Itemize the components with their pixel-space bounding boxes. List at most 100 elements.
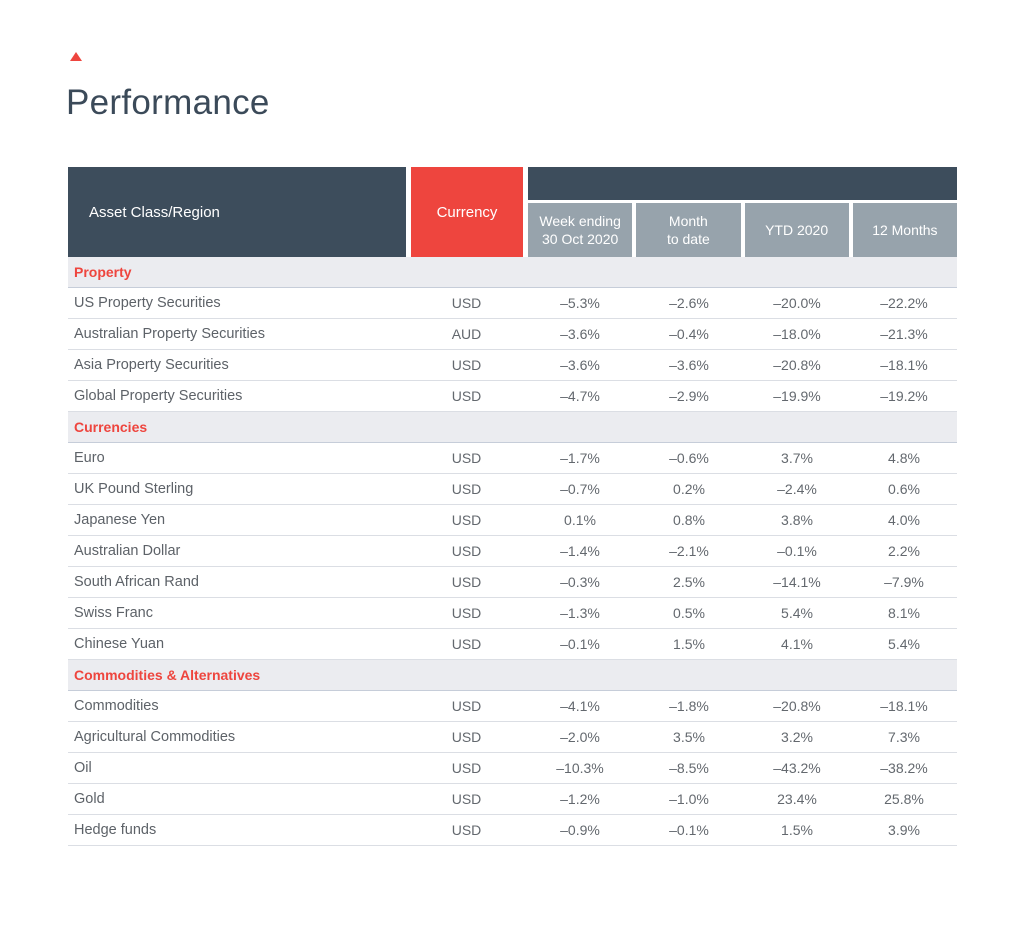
currency-cell: USD [451, 636, 482, 652]
value-cell: –2.0% [560, 729, 600, 745]
value-cell: –0.6% [669, 450, 709, 466]
value-cell: –38.2% [880, 760, 928, 776]
value-cell: –0.9% [560, 822, 600, 838]
value-cell: –0.1% [777, 543, 817, 559]
value-cell: 0.5% [673, 605, 705, 621]
currency-cell: USD [451, 698, 482, 714]
header-asset-class: Asset Class/Region [68, 167, 406, 257]
performance-table: Asset Class/Region Currency Week ending … [68, 167, 957, 846]
currency-cell: USD [451, 605, 482, 621]
value-cell: –18.1% [880, 698, 928, 714]
value-cell: 4.0% [888, 512, 920, 528]
header-12-months: 12 Months [852, 203, 957, 257]
value-cell: –3.6% [560, 326, 600, 342]
value-cell: –2.1% [669, 543, 709, 559]
value-cell: –43.2% [773, 760, 821, 776]
section-header: Commodities & Alternatives [68, 660, 957, 691]
currency-cell: USD [451, 481, 482, 497]
header-currency: Currency [411, 167, 523, 257]
currency-cell: USD [451, 822, 482, 838]
value-cell: 3.2% [781, 729, 813, 745]
value-cell: 23.4% [777, 791, 817, 807]
asset-name-cell: Euro [74, 450, 105, 466]
currency-cell: USD [451, 388, 482, 404]
value-cell: 3.5% [673, 729, 705, 745]
currency-cell: USD [451, 760, 482, 776]
value-cell: –14.1% [773, 574, 821, 590]
value-cell: 8.1% [888, 605, 920, 621]
asset-name-cell: Commodities [74, 698, 159, 714]
table-row: Oil USD –10.3% –8.5% –43.2% –38.2% [68, 753, 957, 784]
currency-cell: USD [451, 791, 482, 807]
value-cell: 25.8% [884, 791, 924, 807]
value-cell: 3.9% [888, 822, 920, 838]
value-cell: –21.3% [880, 326, 928, 342]
currency-cell: USD [451, 729, 482, 745]
value-cell: 7.3% [888, 729, 920, 745]
section-header: Property [68, 257, 957, 288]
asset-name-cell: Australian Dollar [74, 543, 181, 559]
value-cell: 4.8% [888, 450, 920, 466]
value-cell: –19.9% [773, 388, 821, 404]
table-row: Hedge funds USD –0.9% –0.1% 1.5% 3.9% [68, 815, 957, 846]
value-cell: –2.6% [669, 295, 709, 311]
value-cell: –1.2% [560, 791, 600, 807]
asset-name-cell: South African Rand [74, 574, 199, 590]
value-cell: –8.5% [669, 760, 709, 776]
table-row: Gold USD –1.2% –1.0% 23.4% 25.8% [68, 784, 957, 815]
value-cell: 2.5% [673, 574, 705, 590]
table-row: Agricultural Commodities USD –2.0% 3.5% 3.2%… [68, 722, 957, 753]
value-cell: 2.2% [888, 543, 920, 559]
value-cell: –0.4% [669, 326, 709, 342]
currency-cell: USD [451, 295, 482, 311]
table-row: South African Rand USD –0.3% 2.5% –14.1% –7.9… [68, 567, 957, 598]
asset-name-cell: Swiss Franc [74, 605, 153, 621]
value-cell: –7.9% [884, 574, 924, 590]
table-row: UK Pound Sterling USD –0.7% 0.2% –2.4% 0.6% [68, 474, 957, 505]
table-row: US Property Securities USD –5.3% –2.6% –20.0… [68, 288, 957, 319]
asset-name-cell: UK Pound Sterling [74, 481, 194, 497]
asset-name-cell: Hedge funds [74, 822, 157, 838]
value-cell: –0.3% [560, 574, 600, 590]
header-month-to-date: Month to date [636, 203, 741, 257]
value-cell: 0.2% [673, 481, 705, 497]
value-cell: –1.8% [669, 698, 709, 714]
asset-name-cell: Chinese Yuan [74, 636, 165, 652]
value-cell: –3.6% [560, 357, 600, 373]
header-week-ending: Week ending 30 Oct 2020 [528, 203, 633, 257]
value-cell: 5.4% [888, 636, 920, 652]
currency-cell: USD [451, 450, 482, 466]
value-cell: –18.0% [773, 326, 821, 342]
value-cell: –0.1% [669, 822, 709, 838]
table-row: Australian Property Securities AUD –3.6% –0… [68, 319, 957, 350]
table-row: Swiss Franc USD –1.3% 0.5% 5.4% 8.1% [68, 598, 957, 629]
currency-cell: USD [451, 512, 482, 528]
table-header-row: Asset Class/Region Currency Week ending … [68, 167, 957, 257]
value-cell: 5.4% [781, 605, 813, 621]
value-cell: –22.2% [880, 295, 928, 311]
triangle-up-icon [70, 52, 82, 61]
asset-name-cell: Global Property Securities [74, 388, 243, 404]
table-row: Commodities USD –4.1% –1.8% –20.8% –18.1% [68, 691, 957, 722]
value-cell: 1.5% [781, 822, 813, 838]
value-cell: –1.4% [560, 543, 600, 559]
table-row: Asia Property Securities USD –3.6% –3.6% –20… [68, 350, 957, 381]
table-row: Japanese Yen USD 0.1% 0.8% 3.8% 4.0% [68, 505, 957, 536]
value-cell: 3.8% [781, 512, 813, 528]
value-cell: –4.7% [560, 388, 600, 404]
currency-cell: USD [451, 357, 482, 373]
currency-cell: AUD [451, 326, 482, 342]
value-cell: 0.8% [673, 512, 705, 528]
value-cell: 0.6% [888, 481, 920, 497]
table-row: Chinese Yuan USD –0.1% 1.5% 4.1% 5.4% [68, 629, 957, 660]
value-cell: –19.2% [880, 388, 928, 404]
value-cell: 0.1% [564, 512, 596, 528]
asset-name-cell: Australian Property Securities [74, 326, 265, 342]
asset-name-cell: Japanese Yen [74, 512, 166, 528]
value-cell: –1.7% [560, 450, 600, 466]
table-row: Australian Dollar USD –1.4% –2.1% –0.1% 2.2% [68, 536, 957, 567]
value-cell: –2.4% [777, 481, 817, 497]
table-row: Global Property Securities USD –4.7% –2.9% –… [68, 381, 957, 412]
value-cell: –10.3% [556, 760, 604, 776]
